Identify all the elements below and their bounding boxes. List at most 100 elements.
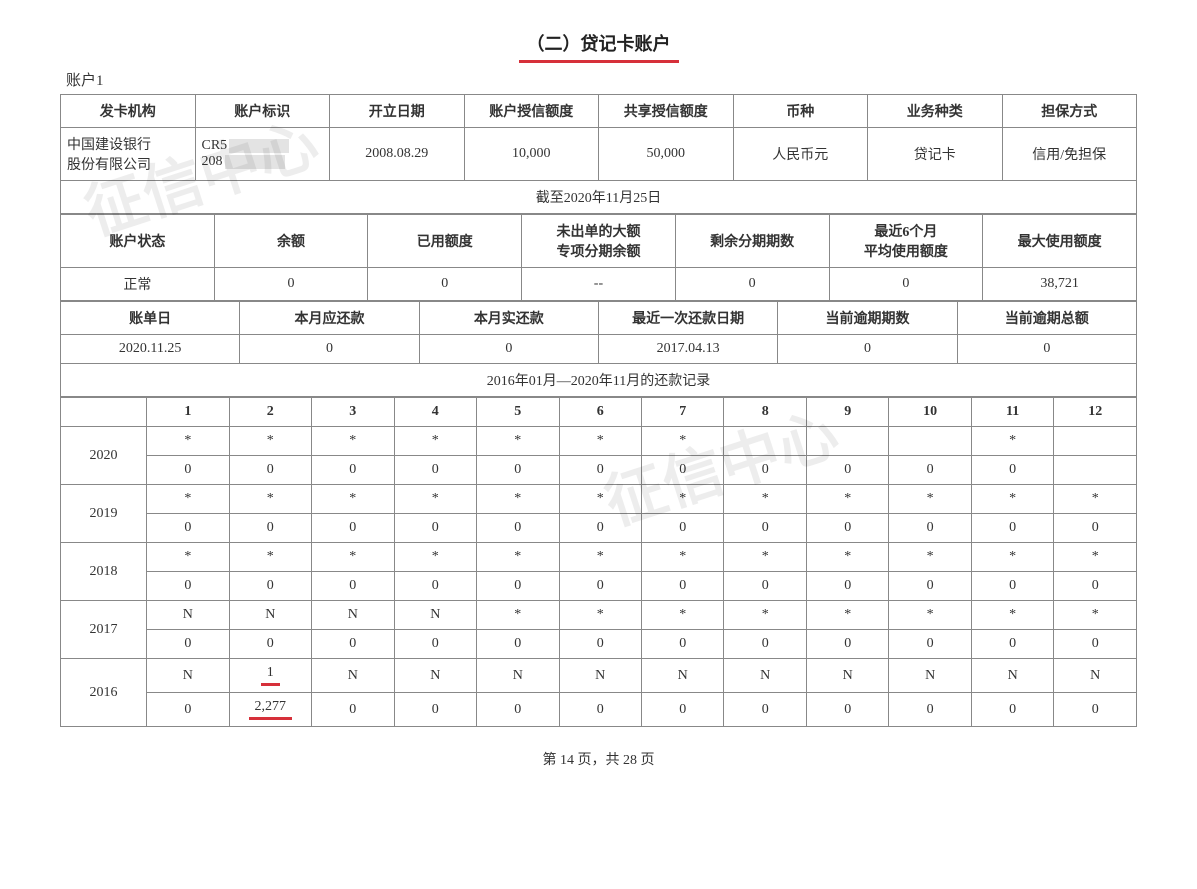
due-table: 账单日 本月应还款 本月实还款 最近一次还款日期 当前逾期期数 当前逾期总额 2…	[60, 301, 1137, 397]
history-month-5: 5	[477, 398, 559, 427]
history-cell: *	[641, 427, 723, 456]
history-cell: 0	[559, 693, 641, 727]
history-cell: *	[724, 543, 806, 572]
issuer-table-header-row: 发卡机构 账户标识 开立日期 账户授信额度 共享授信额度 币种 业务种类 担保方…	[61, 95, 1137, 128]
status-table: 账户状态 余额 已用额度 未出单的大额 专项分期余额 剩余分期期数 最近6个月 …	[60, 214, 1137, 301]
cell-opendate: 2008.08.29	[330, 128, 465, 181]
history-cell: 0	[971, 630, 1053, 659]
history-row-2017-amount: 000000000000	[61, 630, 1137, 659]
history-cell: *	[477, 427, 559, 456]
history-cell: N	[229, 601, 311, 630]
history-month-9: 9	[806, 398, 888, 427]
history-cell: *	[889, 543, 971, 572]
history-cell: N	[641, 659, 723, 693]
history-table: 1234567891011122020********0000000000020…	[60, 397, 1137, 727]
history-cell: 0	[889, 456, 971, 485]
history-month-3: 3	[312, 398, 394, 427]
history-cell: *	[806, 485, 888, 514]
history-year-2018: 2018	[61, 543, 147, 601]
hdr-currency: 币种	[733, 95, 868, 128]
history-cell: N	[559, 659, 641, 693]
history-cell: 0	[312, 630, 394, 659]
history-cell: *	[641, 601, 723, 630]
section-title: （二）贷记卡账户	[60, 30, 1137, 63]
history-cell: 0	[806, 630, 888, 659]
history-cell: 0	[806, 456, 888, 485]
cell-acctid: CR5 208	[195, 128, 330, 181]
history-cell: 0	[394, 514, 476, 543]
history-cell: 0	[889, 630, 971, 659]
history-cell: 0	[724, 630, 806, 659]
history-cell: 0	[724, 572, 806, 601]
section-title-text: （二）贷记卡账户	[519, 30, 679, 63]
history-cell: *	[394, 485, 476, 514]
history-cell: *	[147, 427, 229, 456]
cell-overdue-periods: 0	[778, 335, 957, 364]
history-cell: 0	[1054, 630, 1137, 659]
history-cell: 0	[147, 693, 229, 727]
history-year-2020: 2020	[61, 427, 147, 485]
hdr-lastpay: 最近一次还款日期	[598, 302, 777, 335]
hdr-billdate: 账单日	[61, 302, 240, 335]
hdr-opendate: 开立日期	[330, 95, 465, 128]
history-cell: *	[724, 601, 806, 630]
history-span: 2016年01月—2020年11月的还款记录	[61, 364, 1137, 397]
history-cell: N	[147, 601, 229, 630]
cell-sharedlimit: 50,000	[599, 128, 734, 181]
history-cell: *	[559, 485, 641, 514]
history-cell: N	[312, 659, 394, 693]
history-cell: *	[559, 427, 641, 456]
history-cell: *	[312, 427, 394, 456]
history-cell: 0	[477, 693, 559, 727]
history-month-6: 6	[559, 398, 641, 427]
history-cell: *	[559, 601, 641, 630]
status-header-row: 账户状态 余额 已用额度 未出单的大额 专项分期余额 剩余分期期数 最近6个月 …	[61, 215, 1137, 268]
history-cell: *	[477, 601, 559, 630]
cell-paid: 0	[419, 335, 598, 364]
history-cell: 0	[559, 630, 641, 659]
history-cell: 2,277	[229, 693, 311, 727]
history-row-2020-status: 2020********	[61, 427, 1137, 456]
history-cell: 0	[477, 630, 559, 659]
cell-billdate: 2020.11.25	[61, 335, 240, 364]
history-cell: *	[394, 543, 476, 572]
history-cell: 0	[641, 693, 723, 727]
history-cell: *	[1054, 601, 1137, 630]
account-label: 账户1	[66, 69, 1137, 90]
status-row: 正常 0 0 -- 0 0 38,721	[61, 268, 1137, 301]
hdr-acctid: 账户标识	[195, 95, 330, 128]
history-month-11: 11	[971, 398, 1053, 427]
history-cell: *	[971, 485, 1053, 514]
history-row-2018-amount: 000000000000	[61, 572, 1137, 601]
history-cell: 0	[806, 572, 888, 601]
history-cell: *	[229, 427, 311, 456]
history-cell	[889, 427, 971, 456]
history-cell: 0	[229, 514, 311, 543]
asof-span: 截至2020年11月25日	[61, 181, 1137, 214]
due-header-row: 账单日 本月应还款 本月实还款 最近一次还款日期 当前逾期期数 当前逾期总额	[61, 302, 1137, 335]
history-year-2016: 2016	[61, 659, 147, 727]
history-cell: *	[971, 427, 1053, 456]
history-row-2020-amount: 00000000000	[61, 456, 1137, 485]
history-cell: N	[889, 659, 971, 693]
history-cell	[724, 427, 806, 456]
history-month-8: 8	[724, 398, 806, 427]
history-row-2016-amount: 02,2770000000000	[61, 693, 1137, 727]
history-cell: 0	[477, 572, 559, 601]
history-cell: 0	[641, 456, 723, 485]
history-cell: *	[889, 601, 971, 630]
history-cell: *	[641, 485, 723, 514]
history-cell: *	[889, 485, 971, 514]
cell-biztype: 贷记卡	[868, 128, 1003, 181]
history-cell: 0	[394, 630, 476, 659]
history-cell: *	[312, 485, 394, 514]
history-cell: N	[147, 659, 229, 693]
history-cell: 0	[394, 456, 476, 485]
history-cell: 0	[806, 514, 888, 543]
history-cell: *	[971, 543, 1053, 572]
hdr-overdue-periods: 当前逾期期数	[778, 302, 957, 335]
history-cell: *	[477, 543, 559, 572]
history-cell	[1054, 456, 1137, 485]
history-cell	[806, 427, 888, 456]
cell-used: 0	[368, 268, 522, 301]
